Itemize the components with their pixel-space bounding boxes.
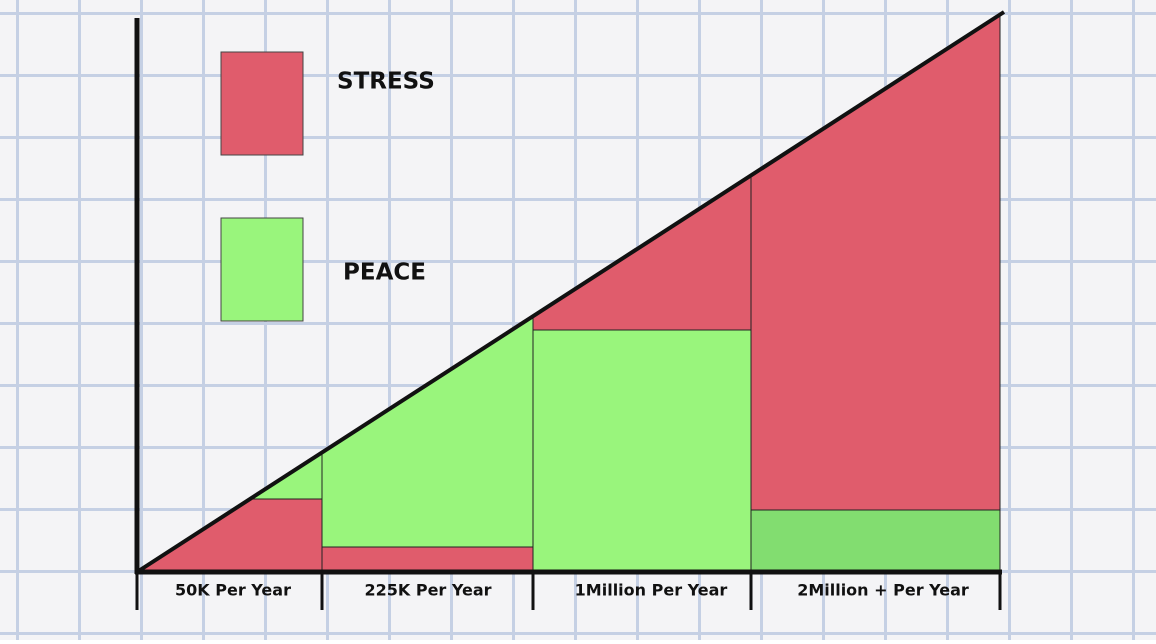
legend-swatch <box>220 51 304 156</box>
column-label: 225K Per Year <box>364 581 491 600</box>
stress-area <box>750 13 1001 511</box>
legend-label: PEACE <box>343 260 426 286</box>
peace-area <box>750 509 1001 573</box>
column-label: 50K Per Year <box>175 581 291 600</box>
legend-label: STRESS <box>337 69 435 95</box>
stress-area <box>321 546 534 573</box>
column-label: 2Million + Per Year <box>797 581 969 600</box>
peace-area <box>532 329 752 573</box>
column-label: 1Million Per Year <box>575 581 728 600</box>
legend-swatch <box>220 217 304 322</box>
diagonal <box>135 10 1006 574</box>
